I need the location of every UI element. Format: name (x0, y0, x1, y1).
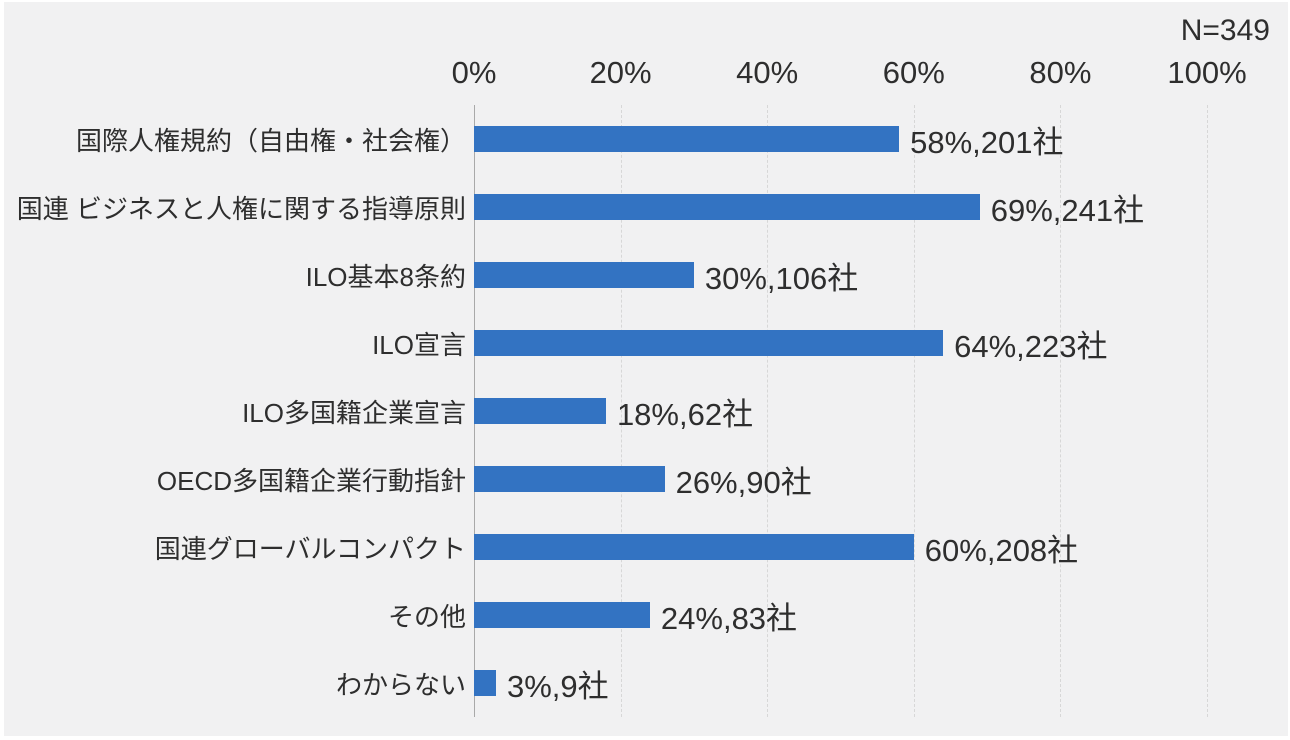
bar-kokusai-jinken-kiyaku (474, 126, 900, 152)
bar-oecd-kodo-shishin (474, 466, 665, 492)
category-label: 国際人権規約（自由権・社会権） (75, 125, 466, 156)
bar-value-label: 24%,83社 (660, 600, 798, 636)
bar-sonota (474, 602, 650, 628)
bar-kokuren-shido-gensoku (474, 194, 980, 220)
gridline-40pct (767, 105, 769, 717)
bar-row: 30%,106社 (474, 241, 1207, 309)
gridline-100pct (1207, 105, 1208, 717)
bar-rows: 58%,201社 69%,241社 30%,106社 64%,223社 18%,… (474, 105, 1207, 717)
category-label: わからない (335, 669, 466, 700)
bar-row: 60%,208社 (474, 513, 1207, 581)
gridline-60pct (913, 105, 915, 717)
plot-area: 58%,201社 69%,241社 30%,106社 64%,223社 18%,… (474, 105, 1208, 717)
category-labels: 国際人権規約（自由権・社会権） 国連 ビジネスと人権に関する指導原則 ILO基本… (4, 105, 466, 717)
bar-wakaranai (474, 670, 496, 696)
bar-row: 26%,90社 (474, 445, 1207, 513)
bar-ilo-takokuseki-kigyo-sengen (474, 398, 606, 424)
bar-row: 64%,223社 (474, 309, 1207, 377)
bar-row: 69%,241社 (474, 173, 1207, 241)
x-tick-80: 80% (1029, 55, 1092, 90)
category-label: OECD多国籍企業行動指針 (156, 465, 466, 496)
gridline-80pct (1060, 105, 1062, 717)
bar-value-label: 26%,90社 (675, 464, 812, 500)
bar-ilo-sengen (474, 330, 944, 356)
x-tick-60: 60% (882, 55, 945, 90)
x-tick-20: 20% (589, 55, 652, 90)
gridline-20pct (620, 105, 622, 717)
category-label: 国連 ビジネスと人権に関する指導原則 (16, 193, 466, 224)
bar-value-label: 3%,9社 (506, 668, 609, 704)
category-label: ILO基本8条約 (305, 261, 466, 292)
bar-value-label: 64%,223社 (954, 328, 1108, 364)
bar-chart: N=349 0% 20% 40% 60% 80% 100% 国際人権規約（自由権… (4, 2, 1288, 736)
bar-global-compact (474, 534, 914, 560)
x-tick-40: 40% (736, 55, 799, 90)
bar-value-label: 30%,106社 (704, 260, 859, 296)
category-label: その他 (387, 601, 466, 632)
bar-ilo-kihon-8-joyaku (474, 262, 694, 288)
bar-value-label: 69%,241社 (990, 192, 1145, 228)
bar-row: 3%,9社 (474, 649, 1207, 717)
category-label: 国連グローバルコンパクト (154, 533, 466, 564)
bar-row: 18%,62社 (474, 377, 1207, 445)
x-tick-100: 100% (1167, 55, 1247, 90)
bar-row: 58%,201社 (474, 105, 1207, 173)
bar-row: 24%,83社 (474, 581, 1207, 649)
bar-value-label: 60%,208社 (924, 532, 1079, 568)
sample-size-label: N=349 (1180, 14, 1270, 47)
x-tick-0: 0% (451, 55, 497, 90)
bar-value-label: 58%,201社 (910, 124, 1064, 160)
bar-value-label: 18%,62社 (616, 396, 754, 432)
x-axis-tick-labels: 0% 20% 40% 60% 80% 100% (452, 53, 1247, 93)
category-label: ILO宣言 (372, 329, 466, 360)
category-label: ILO多国籍企業宣言 (242, 397, 466, 428)
